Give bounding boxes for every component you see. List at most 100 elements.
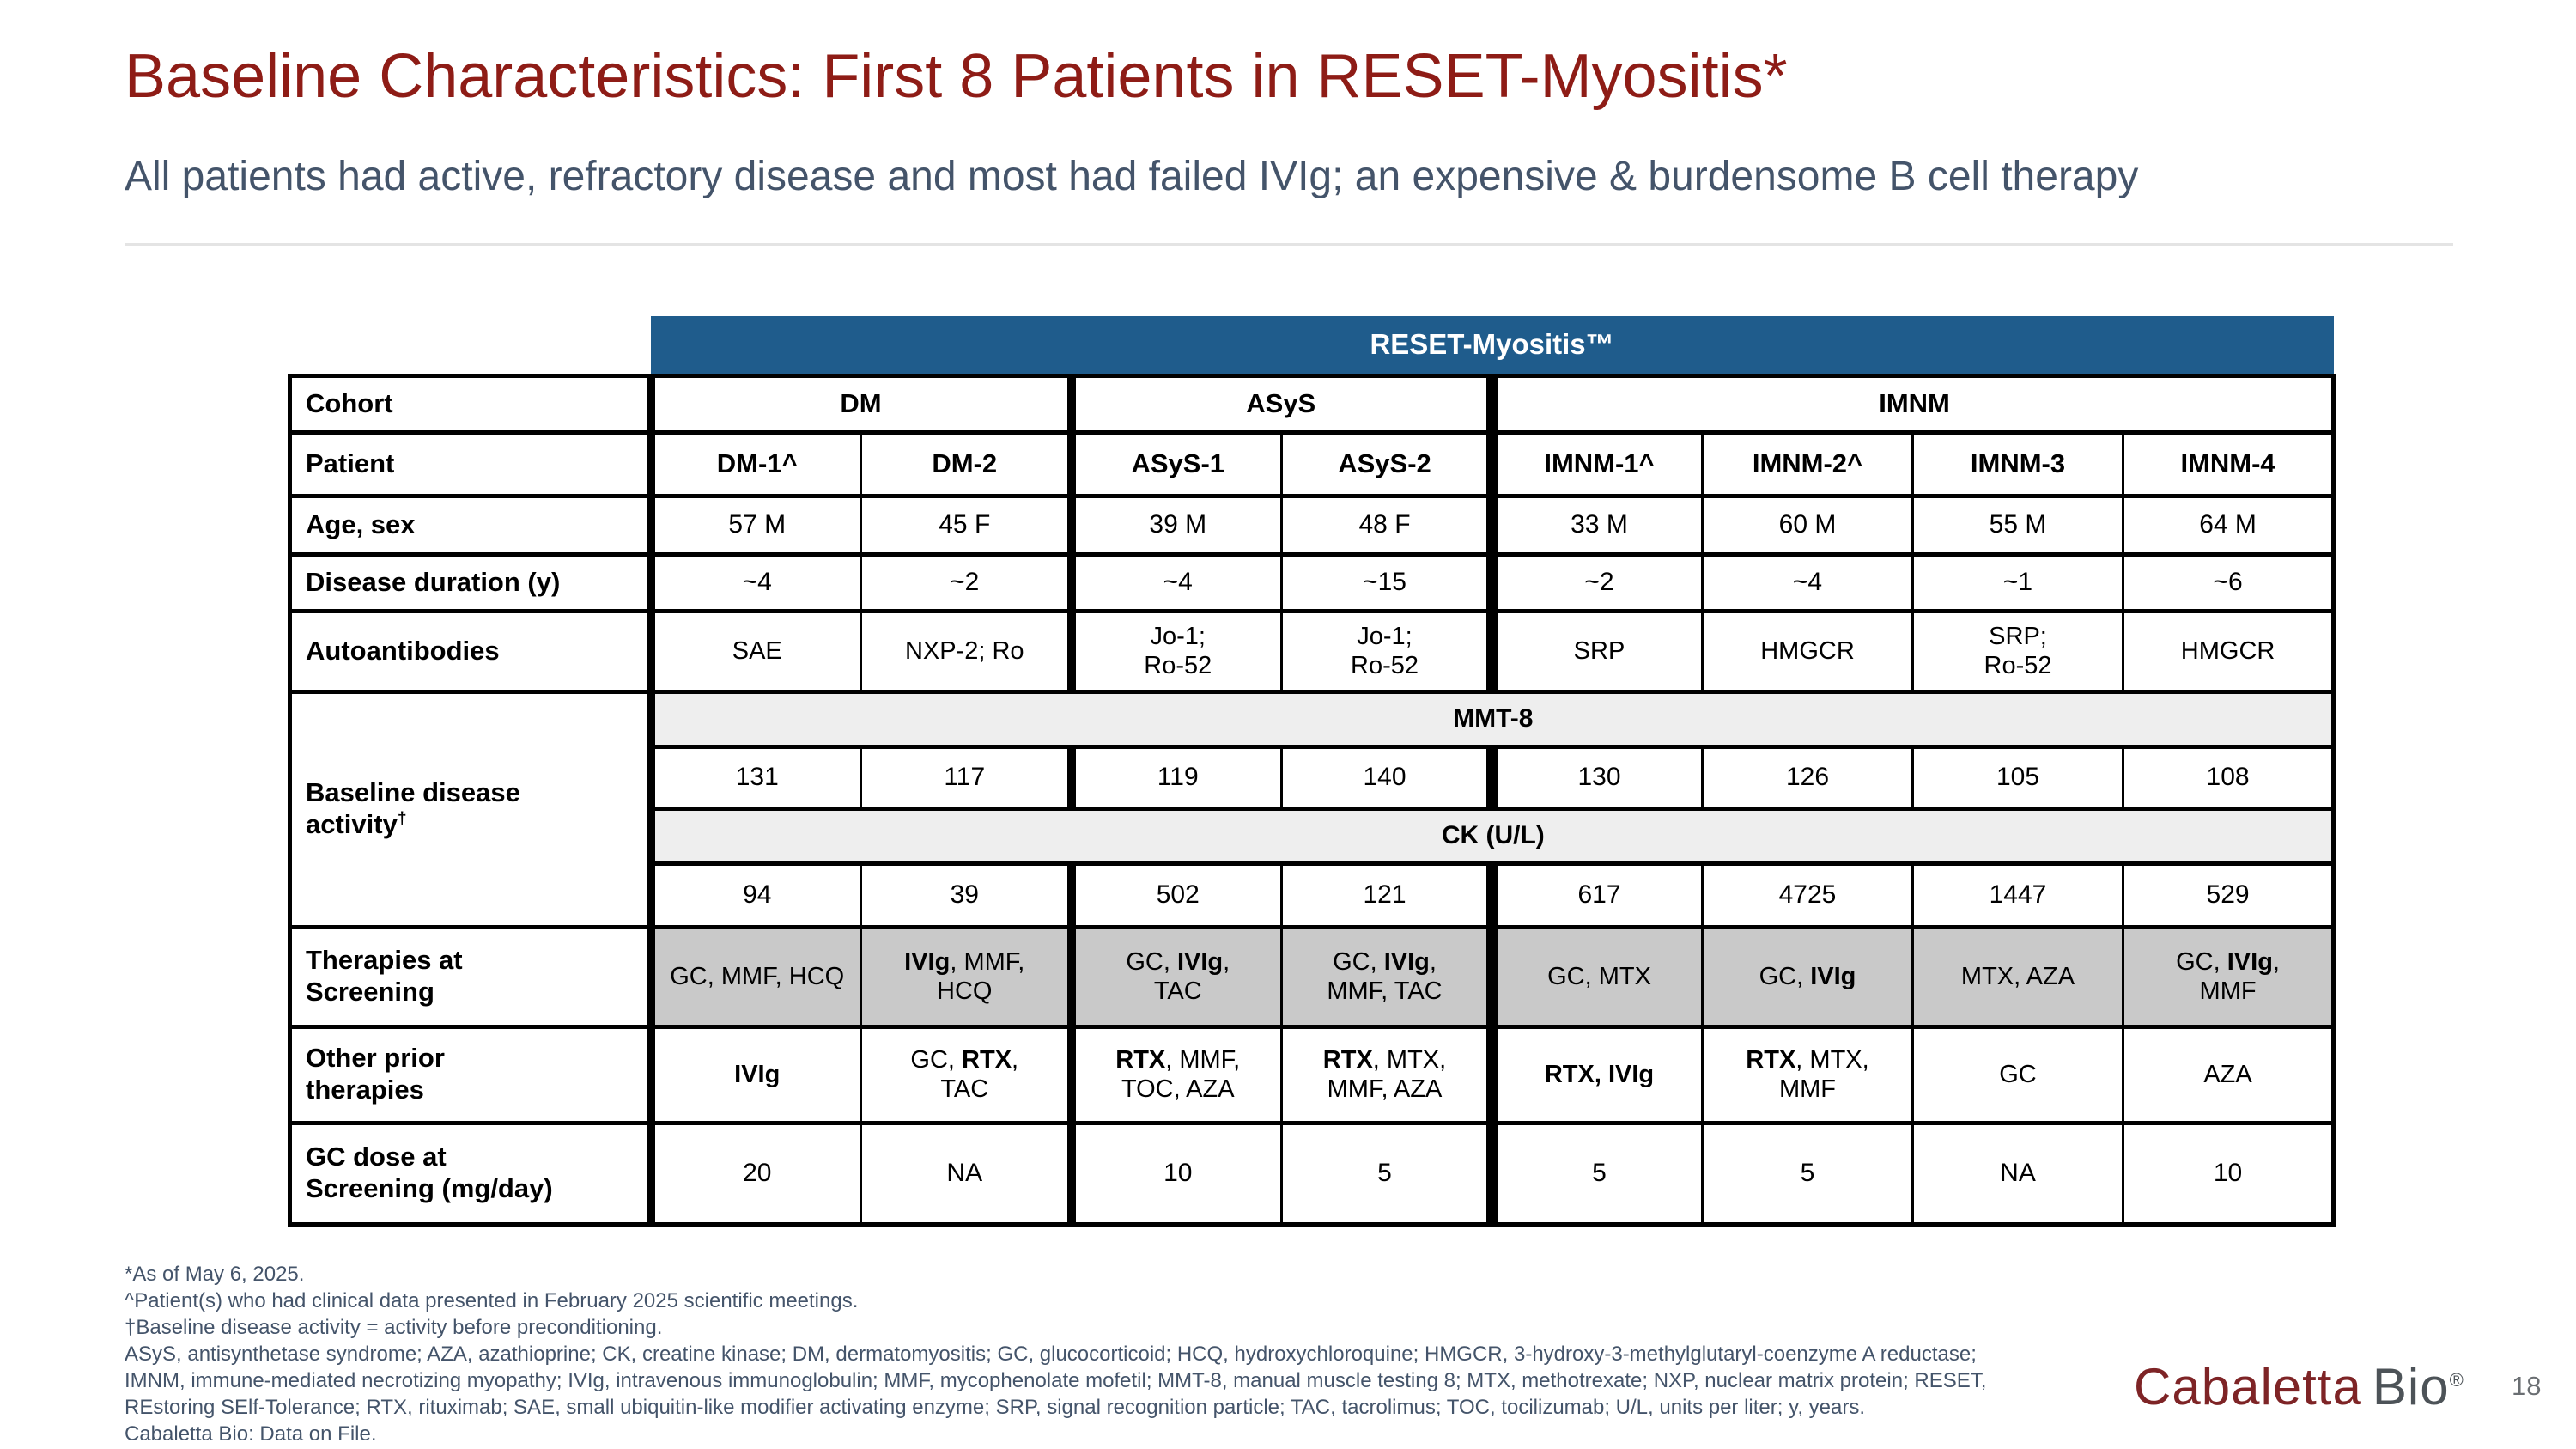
autoantibodies-row: Autoantibodies SAE NXP-2; Ro Jo-1; Ro-52… <box>288 608 2336 694</box>
row-label-disease-duration: Disease duration (y) <box>288 551 652 613</box>
disease-duration-row: Disease duration (y) ~4 ~2 ~4 ~15 ~2 ~4 … <box>288 551 2336 613</box>
patient-cell: ASyS-1 <box>1066 429 1283 498</box>
patient-cell: IMNM-1^ <box>1486 429 1704 498</box>
disease-duration-cell: ~4 <box>1066 551 1283 613</box>
mmt8-cell: 131 <box>646 744 862 811</box>
ck-cell: 529 <box>2121 861 2336 929</box>
banner-spacer <box>290 316 651 375</box>
gc-dose-row: GC dose at Screening (mg/day) 20 NA 10 5… <box>288 1120 2336 1227</box>
baseline-activity-label: Baseline disease activity <box>306 777 520 839</box>
registered-mark-icon: ® <box>2449 1369 2464 1391</box>
ck-cell: 4725 <box>1701 861 1914 929</box>
therapies-at-screening-row: Therapies at Screening GC, MMF, HCQ IVIg… <box>288 924 2336 1029</box>
page-title: Baseline Characteristics: First 8 Patien… <box>125 42 1788 111</box>
gc-dose-cell: 5 <box>1701 1120 1914 1227</box>
age-sex-cell: 60 M <box>1701 493 1914 557</box>
ck-cell: 94 <box>646 861 862 929</box>
footnote-line: †Baseline disease activity = activity be… <box>125 1316 663 1339</box>
prior-therapies-cell: RTX, MTX, MMF, AZA <box>1280 1024 1493 1125</box>
therapies-cell: GC, MMF, HCQ <box>646 924 862 1029</box>
patient-cell: ASyS-2 <box>1280 429 1493 498</box>
age-sex-cell: 33 M <box>1486 493 1704 557</box>
logo-text-bio: Bio <box>2372 1358 2450 1416</box>
disease-duration-cell: ~2 <box>1486 551 1704 613</box>
disease-duration-cell: ~4 <box>1701 551 1914 613</box>
cohort-row: Cohort DM ASyS IMNM <box>288 373 2336 435</box>
gc-dose-cell: 5 <box>1280 1120 1493 1227</box>
prior-therapies-cell: GC <box>1911 1024 2124 1125</box>
logo-text-cabaletta: Cabaletta <box>2134 1358 2362 1416</box>
therapies-cell: MTX, AZA <box>1911 924 2124 1029</box>
ck-values-row: 94 39 502 121 617 4725 1447 529 <box>290 861 2336 929</box>
divider-rule <box>125 243 2453 246</box>
footnotes: *As of May 6, 2025. ^Patient(s) who had … <box>125 1261 1986 1447</box>
autoantibodies-cell: SRP; Ro-52 <box>1911 608 2124 694</box>
mmt8-cell: 105 <box>1911 744 2124 811</box>
baseline-characteristics-table: RESET-Myositis™ Cohort DM ASyS IMNM Pati… <box>288 316 2336 1227</box>
row-label-gc-dose: GC dose at Screening (mg/day) <box>288 1120 652 1227</box>
mmt8-cell: 130 <box>1486 744 1704 811</box>
autoantibodies-cell: HMGCR <box>1701 608 1914 694</box>
ck-cell: 121 <box>1280 861 1493 929</box>
ck-cell: 617 <box>1486 861 1704 929</box>
disease-duration-cell: ~4 <box>646 551 862 613</box>
prior-therapies-cell: RTX, IVIg <box>1486 1024 1704 1125</box>
prior-therapies-cell: GC, RTX, TAC <box>860 1024 1072 1125</box>
patient-cell: DM-2 <box>860 429 1072 498</box>
ck-band-row: CK (U/L) <box>290 806 2336 866</box>
ck-cell: 1447 <box>1911 861 2124 929</box>
cabaletta-bio-logo: Cabaletta Bio® <box>2134 1357 2464 1416</box>
age-sex-cell: 57 M <box>646 493 862 557</box>
page-subtitle: All patients had active, refractory dise… <box>125 154 2139 199</box>
therapies-cell: GC, MTX <box>1486 924 1704 1029</box>
age-sex-cell: 39 M <box>1066 493 1283 557</box>
prior-therapies-cell: RTX, MTX, MMF <box>1701 1024 1914 1125</box>
ck-band: CK (U/L) <box>646 806 2336 866</box>
patient-cell: IMNM-2^ <box>1701 429 1914 498</box>
mmt8-band: MMT-8 <box>646 689 2336 749</box>
disease-duration-cell: ~6 <box>2121 551 2336 613</box>
row-label-patient: Patient <box>288 429 652 498</box>
page-number: 18 <box>2512 1371 2542 1401</box>
autoantibodies-cell: SRP <box>1486 608 1704 694</box>
autoantibodies-cell: SAE <box>646 608 862 694</box>
age-sex-cell: 48 F <box>1280 493 1493 557</box>
row-label-other-prior-therapies: Other prior therapies <box>288 1024 652 1125</box>
age-sex-row: Age, sex 57 M 45 F 39 M 48 F 33 M 60 M 5… <box>288 493 2336 557</box>
footnote-line: IMNM, immune-mediated necrotizing myopat… <box>125 1369 1987 1392</box>
disease-duration-cell: ~15 <box>1280 551 1493 613</box>
disease-duration-cell: ~1 <box>1911 551 2124 613</box>
cohort-cell-asys: ASyS <box>1066 373 1493 435</box>
ck-cell: 502 <box>1066 861 1283 929</box>
ck-cell: 39 <box>860 861 1072 929</box>
trial-banner: RESET-Myositis™ <box>650 316 2334 375</box>
autoantibodies-cell: NXP-2; Ro <box>860 608 1072 694</box>
gc-dose-cell: 20 <box>646 1120 862 1227</box>
disease-duration-cell: ~2 <box>860 551 1072 613</box>
row-label-cohort: Cohort <box>288 373 652 435</box>
mmt8-cell: 108 <box>2121 744 2336 811</box>
autoantibodies-cell: HMGCR <box>2121 608 2336 694</box>
age-sex-cell: 45 F <box>860 493 1072 557</box>
footnote-line: ^Patient(s) who had clinical data presen… <box>125 1289 859 1312</box>
row-label-autoantibodies: Autoantibodies <box>288 608 652 694</box>
mmt8-cell: 126 <box>1701 744 1914 811</box>
gc-dose-cell: 5 <box>1486 1120 1704 1227</box>
therapies-cell: IVIg, MMF, HCQ <box>860 924 1072 1029</box>
prior-therapies-cell: IVIg <box>646 1024 862 1125</box>
prior-therapies-cell: AZA <box>2121 1024 2336 1125</box>
gc-dose-cell: NA <box>860 1120 1072 1227</box>
autoantibodies-cell: Jo-1; Ro-52 <box>1066 608 1283 694</box>
gc-dose-cell: NA <box>1911 1120 2124 1227</box>
row-label-therapies-at-screening: Therapies at Screening <box>288 924 652 1029</box>
footnote-line: ASyS, antisynthetase syndrome; AZA, azat… <box>125 1342 1977 1366</box>
patient-cell: IMNM-3 <box>1911 429 2124 498</box>
footnote-line: REstoring SElf-Tolerance; RTX, rituximab… <box>125 1396 1866 1419</box>
mmt8-cell: 119 <box>1066 744 1283 811</box>
patient-row: Patient DM-1^ DM-2 ASyS-1 ASyS-2 IMNM-1^… <box>288 429 2336 498</box>
age-sex-cell: 55 M <box>1911 493 2124 557</box>
therapies-cell: GC, IVIg, MMF <box>2121 924 2336 1029</box>
dagger-superscript: † <box>397 809 407 828</box>
age-sex-cell: 64 M <box>2121 493 2336 557</box>
